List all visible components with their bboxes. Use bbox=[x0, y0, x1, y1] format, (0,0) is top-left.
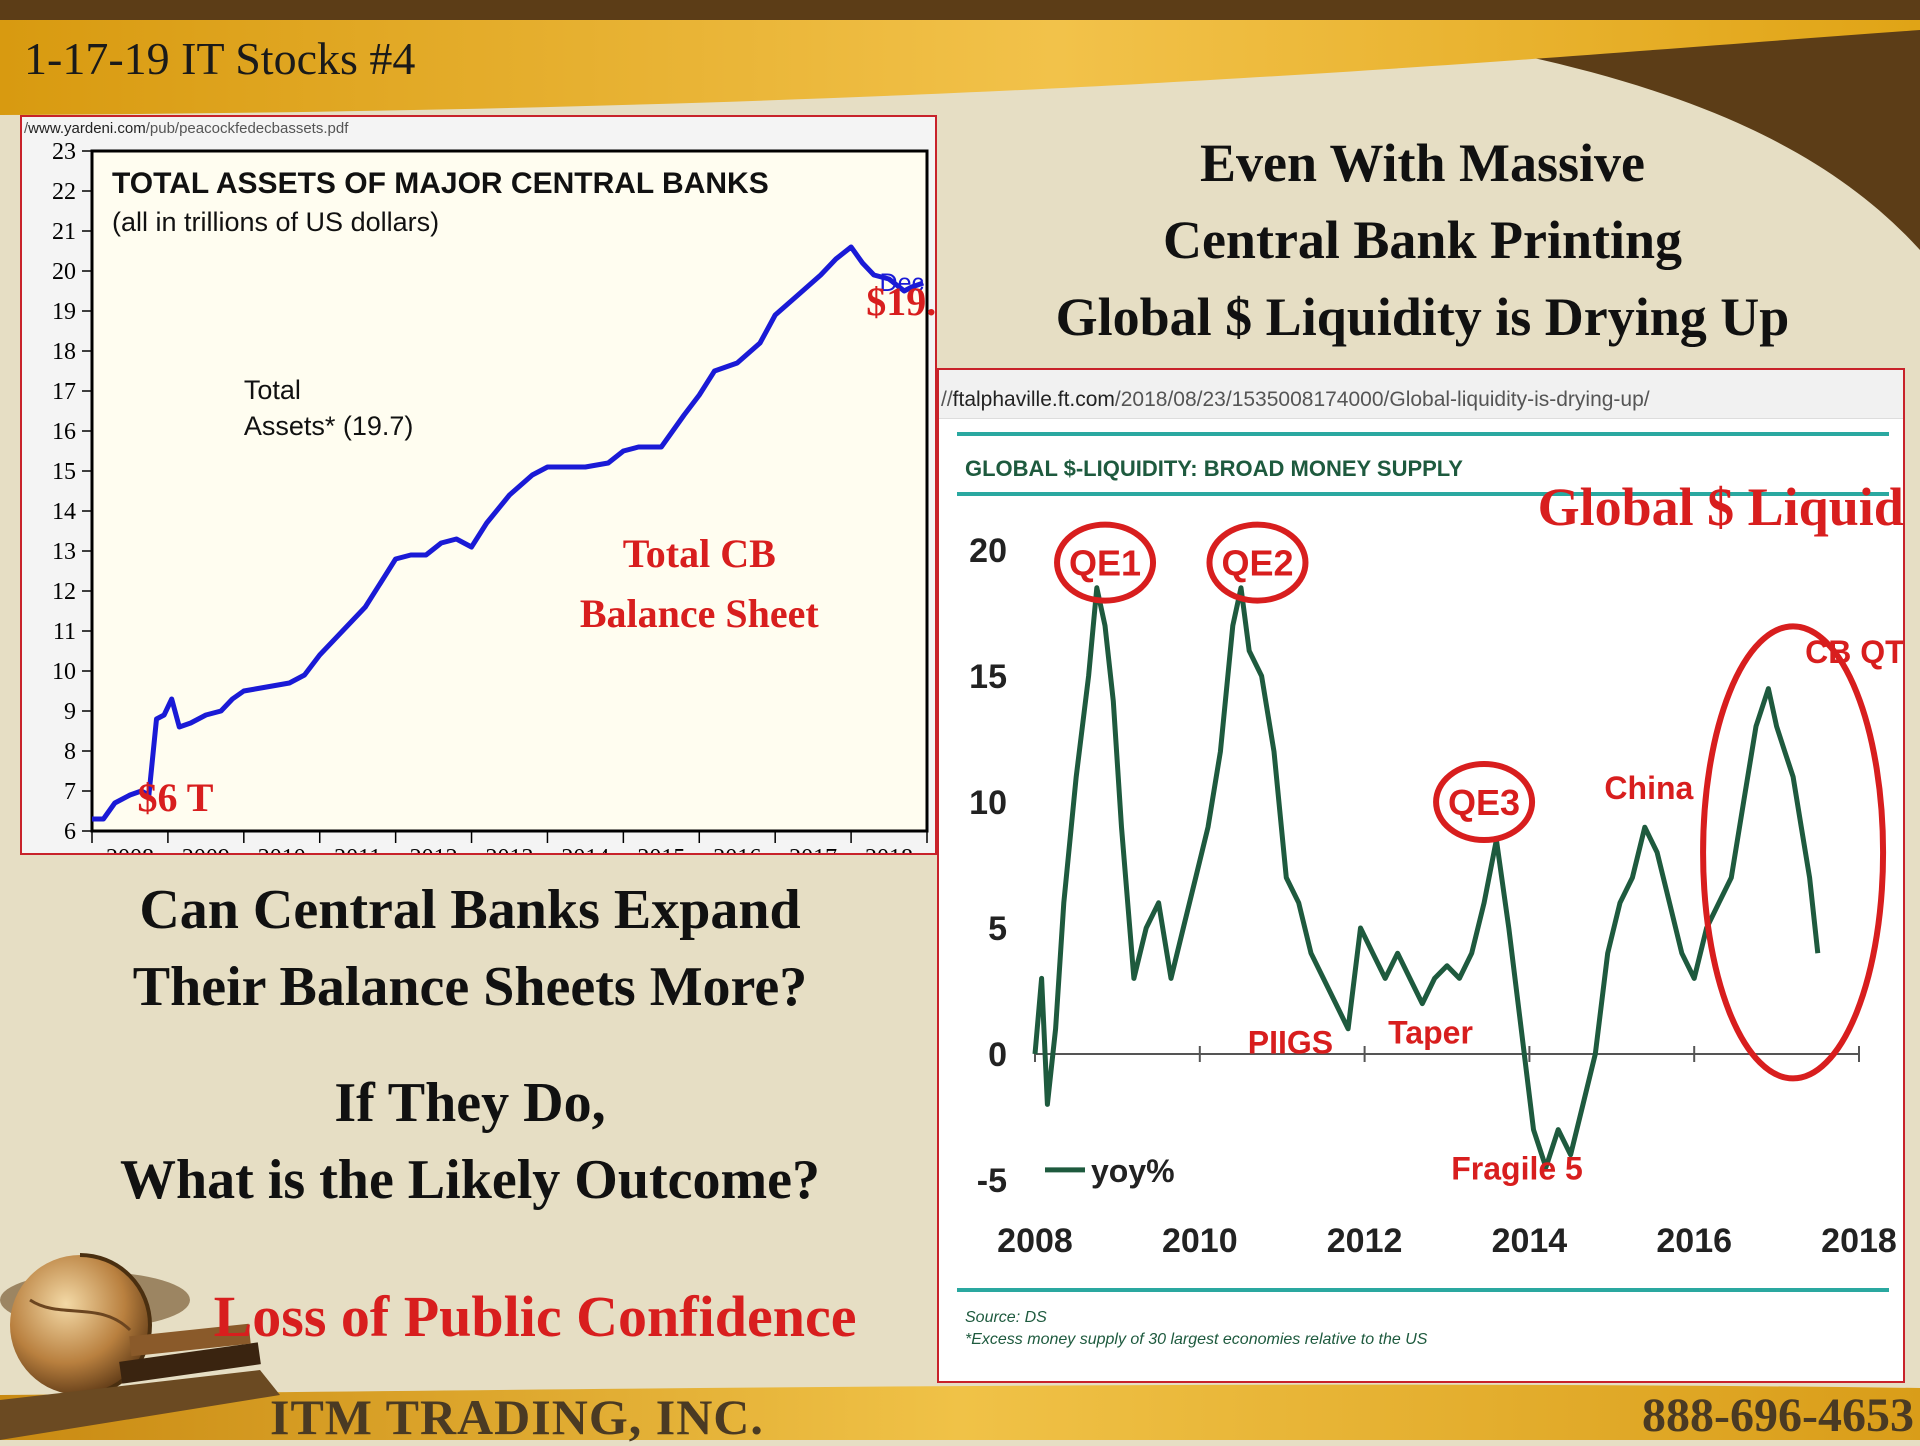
y-tick-label: 22 bbox=[52, 179, 76, 205]
y-tick-label: 17 bbox=[52, 379, 76, 405]
x-tick-label: 2018 bbox=[865, 845, 913, 853]
x-tick-label: 2008 bbox=[106, 845, 154, 853]
x-tick-label: 2014 bbox=[561, 845, 609, 853]
answer-text: Loss of Public Confidence bbox=[213, 1284, 857, 1349]
y-tick-label: 15 bbox=[969, 658, 1007, 696]
annotation-label: Taper bbox=[1388, 1014, 1473, 1050]
y-tick-label: 9 bbox=[64, 699, 76, 725]
annotation-label: PIIGS bbox=[1248, 1024, 1333, 1060]
slide-title: 1-17-19 IT Stocks #4 bbox=[24, 33, 416, 84]
chart-subtitle: (all in trillions of US dollars) bbox=[112, 207, 439, 237]
globe-icon bbox=[0, 1253, 280, 1440]
y-tick-label: -5 bbox=[977, 1162, 1007, 1200]
x-tick-label: 2010 bbox=[258, 845, 306, 853]
y-tick-label: 15 bbox=[52, 459, 76, 485]
y-tick-label: 14 bbox=[52, 499, 76, 525]
annotation-circle bbox=[1433, 761, 1536, 843]
x-tick-label: 2015 bbox=[637, 845, 685, 853]
x-tick-label: 2018 bbox=[1821, 1222, 1897, 1260]
followup-line-2: What is the Likely Outcome? bbox=[120, 1149, 820, 1211]
y-tick-label: 20 bbox=[969, 532, 1007, 570]
y-tick-label: 10 bbox=[969, 784, 1007, 822]
followup-line-1: If They Do, bbox=[334, 1072, 606, 1134]
series-line bbox=[1032, 585, 1821, 1170]
y-tick-label: 11 bbox=[53, 619, 76, 645]
y-tick-label: 10 bbox=[52, 659, 76, 685]
legend-label: yoy% bbox=[1091, 1153, 1175, 1189]
y-tick-label: 6 bbox=[64, 819, 76, 845]
y-tick-label: 8 bbox=[64, 739, 76, 765]
annotation-label: QE2 bbox=[1221, 543, 1293, 584]
y-tick-label: 0 bbox=[988, 1036, 1007, 1074]
annotation-end-value: $19.7 T bbox=[866, 279, 935, 324]
x-tick-label: 2012 bbox=[1327, 1222, 1403, 1260]
x-tick-label: 2014 bbox=[1492, 1222, 1568, 1260]
headline-line-2: Central Bank Printing bbox=[1162, 210, 1683, 270]
y-tick-label: 20 bbox=[52, 259, 76, 285]
x-tick-label: 2013 bbox=[486, 845, 534, 853]
headline-line-1: Even With Massive bbox=[1199, 133, 1646, 193]
annotation-circle bbox=[1700, 623, 1887, 1082]
series-label-line-2: Assets* (19.7) bbox=[244, 411, 414, 441]
x-tick-label: 2016 bbox=[1656, 1222, 1732, 1260]
question-line-2: Their Balance Sheets More? bbox=[132, 956, 808, 1018]
annotation-cb-label-2: Balance Sheet bbox=[580, 591, 820, 636]
x-tick-label: 2009 bbox=[182, 845, 230, 853]
x-tick-label: 2011 bbox=[334, 845, 381, 853]
annotation-label: Fragile 5 bbox=[1451, 1150, 1583, 1186]
y-tick-label: 19 bbox=[52, 299, 76, 325]
ft-chart-panel: //ftalphaville.ft.com/2018/08/23/1535008… bbox=[937, 368, 1905, 1383]
y-tick-label: 18 bbox=[52, 339, 76, 365]
chart-title: TOTAL ASSETS OF MAJOR CENTRAL BANKS bbox=[112, 167, 769, 200]
series-line bbox=[92, 244, 925, 822]
question-line-1: Can Central Banks Expand bbox=[139, 879, 801, 941]
x-tick-label: 2008 bbox=[997, 1222, 1073, 1260]
chart-title: GLOBAL $-LIQUIDITY: BROAD MONEY SUPPLY bbox=[965, 456, 1463, 481]
y-tick-label: 7 bbox=[64, 779, 76, 805]
series-label-line-1: Total bbox=[244, 375, 301, 405]
url-bar bbox=[939, 370, 1903, 419]
phone-number: 888-696-4653 bbox=[1642, 1389, 1914, 1442]
company-name: ITM TRADING, INC. bbox=[270, 1389, 764, 1445]
question-block: Can Central Banks Expand Their Balance S… bbox=[20, 872, 920, 1026]
yardeni-chart-panel: /www.yardeni.com/pub/peacockfedecbassets… bbox=[20, 115, 937, 855]
followup-block: If They Do, What is the Likely Outcome? bbox=[20, 1065, 920, 1219]
footnote: *Excess money supply of 30 largest econo… bbox=[965, 1331, 1428, 1348]
y-tick-label: 21 bbox=[52, 219, 76, 245]
end-label: Dec bbox=[880, 269, 924, 297]
central-bank-assets-chart: 6 7 8 9 10 11 12 13 14 15 16 17 18 19 20 21 22 23 2008 2009… bbox=[52, 141, 935, 853]
global-liquidity-chart: GLOBAL $-LIQUIDITY: BROAD MONEY SUPPLY -5… bbox=[957, 432, 1903, 1348]
y-tick-label: 5 bbox=[988, 910, 1007, 948]
x-tick-label: 2016 bbox=[713, 845, 761, 853]
annotation-cb-label-1: Total CB bbox=[623, 531, 776, 576]
headline-line-3: Global $ Liquidity is Drying Up bbox=[1055, 287, 1790, 347]
annotation-label: CB QT bbox=[1805, 634, 1903, 670]
source-url: /www.yardeni.com/pub/peacockfedecbassets… bbox=[24, 120, 349, 137]
y-tick-label: 12 bbox=[52, 579, 76, 605]
x-tick-label: 2017 bbox=[789, 845, 837, 853]
plot-area bbox=[90, 149, 929, 833]
y-tick-label: 13 bbox=[52, 539, 76, 565]
annotation-start-value: $6 T bbox=[138, 775, 214, 820]
source-url: //ftalphaville.ft.com/2018/08/23/1535008… bbox=[941, 388, 1650, 411]
annotation-label: QE3 bbox=[1448, 782, 1520, 823]
annotation-circle bbox=[1054, 521, 1157, 604]
annotation-label: QE1 bbox=[1069, 543, 1141, 584]
annotation-circle bbox=[1206, 521, 1309, 604]
x-tick-label: 2012 bbox=[410, 845, 458, 853]
y-tick-label: 23 bbox=[52, 141, 76, 165]
source-note: Source: DS bbox=[965, 1309, 1047, 1326]
annotation-label: China bbox=[1604, 770, 1693, 806]
y-tick-label: 16 bbox=[52, 419, 76, 445]
right-headline: Even With Massive Central Bank Printing … bbox=[950, 125, 1895, 356]
x-tick-label: 2010 bbox=[1162, 1222, 1238, 1260]
overlay-title: Global $ Liquidity bbox=[1538, 477, 1903, 537]
